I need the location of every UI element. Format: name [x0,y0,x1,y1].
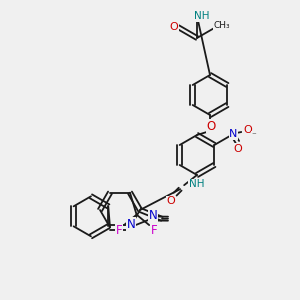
Text: N: N [229,129,238,139]
Text: O: O [233,144,242,154]
Text: F: F [116,224,122,237]
Text: N: N [148,209,158,222]
Text: F: F [151,224,158,237]
Text: ⁻: ⁻ [251,131,256,140]
Text: O: O [206,119,216,133]
Text: NH: NH [189,179,204,189]
Text: O: O [167,196,176,206]
Text: N: N [127,218,135,231]
Text: N: N [127,218,135,231]
Text: CH₃: CH₃ [214,20,230,29]
Text: O: O [243,125,252,135]
Text: NH: NH [194,11,210,21]
Text: O: O [169,22,178,32]
